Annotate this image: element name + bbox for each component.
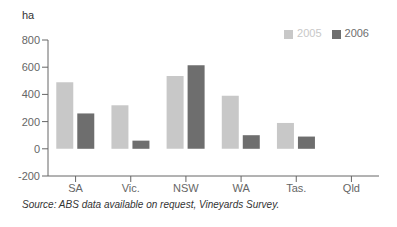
- svg-text:Tas.: Tas.: [286, 182, 306, 194]
- svg-text:NSW: NSW: [173, 182, 199, 194]
- svg-text:400: 400: [22, 88, 40, 100]
- svg-text:SA: SA: [68, 182, 83, 194]
- html-text:2006: 2006: [344, 27, 369, 39]
- svg-text:Qld: Qld: [343, 182, 360, 194]
- html-text:ha: ha: [22, 9, 35, 21]
- svg-text:-200: -200: [18, 170, 40, 182]
- html-text:Source: ABS data available on: Source: ABS data available on request, V…: [22, 199, 280, 210]
- svg-text:Vic.: Vic.: [122, 182, 140, 194]
- html-text:2005: 2005: [297, 27, 322, 39]
- svg-text:WA: WA: [232, 182, 250, 194]
- svg-text:0: 0: [34, 143, 40, 155]
- svg-text:800: 800: [22, 34, 40, 46]
- svg-text:600: 600: [22, 61, 40, 73]
- svg-text:200: 200: [22, 116, 40, 128]
